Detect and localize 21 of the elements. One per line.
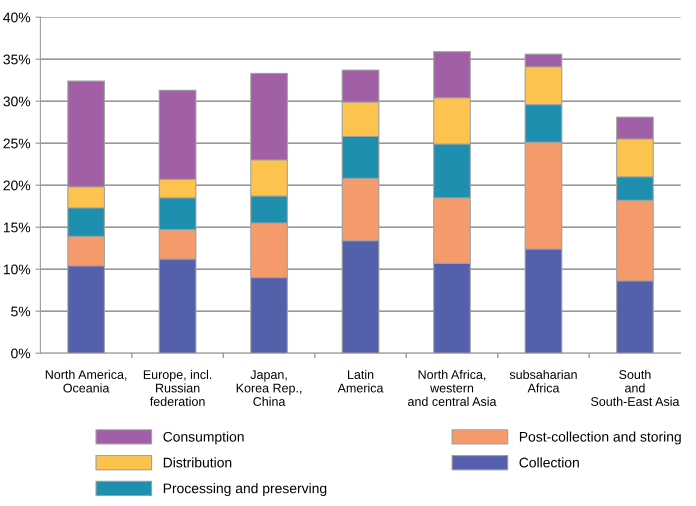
x-tick-label: South and South-East Asia bbox=[591, 370, 680, 406]
legend-label: Processing and preserving bbox=[164, 483, 326, 496]
y-tick-label: 25% bbox=[4, 138, 30, 148]
x-tick-label: Japan, Korea Rep., China bbox=[236, 370, 302, 406]
y-tick-label: 35% bbox=[3, 54, 30, 64]
x-tick-label: North America, Oceania bbox=[46, 370, 126, 392]
y-tick-label: 30% bbox=[3, 96, 30, 106]
y-tick-label: 15% bbox=[4, 222, 30, 232]
x-tick-label: Europe, incl. Russian federation bbox=[144, 370, 212, 406]
y-tick-label: 10% bbox=[4, 264, 30, 274]
legend-label: Post-collection and storing bbox=[520, 431, 681, 444]
y-tick-label: 0% bbox=[11, 348, 30, 358]
y-tick-label: 5% bbox=[11, 306, 30, 316]
y-tick-label: 20% bbox=[4, 180, 30, 190]
legend-label: Distribution bbox=[164, 457, 232, 468]
x-tick-label: Latin America bbox=[338, 370, 384, 392]
y-tick-label: 40% bbox=[3, 12, 30, 22]
legend-label: Consumption bbox=[163, 431, 244, 444]
x-tick-label: subsaharian Africa bbox=[510, 370, 577, 392]
legend-label: Collection bbox=[519, 457, 579, 468]
x-tick-label: North Africa, western and central Asia bbox=[408, 370, 496, 406]
